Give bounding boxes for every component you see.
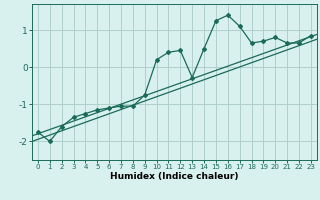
X-axis label: Humidex (Indice chaleur): Humidex (Indice chaleur) bbox=[110, 172, 239, 181]
